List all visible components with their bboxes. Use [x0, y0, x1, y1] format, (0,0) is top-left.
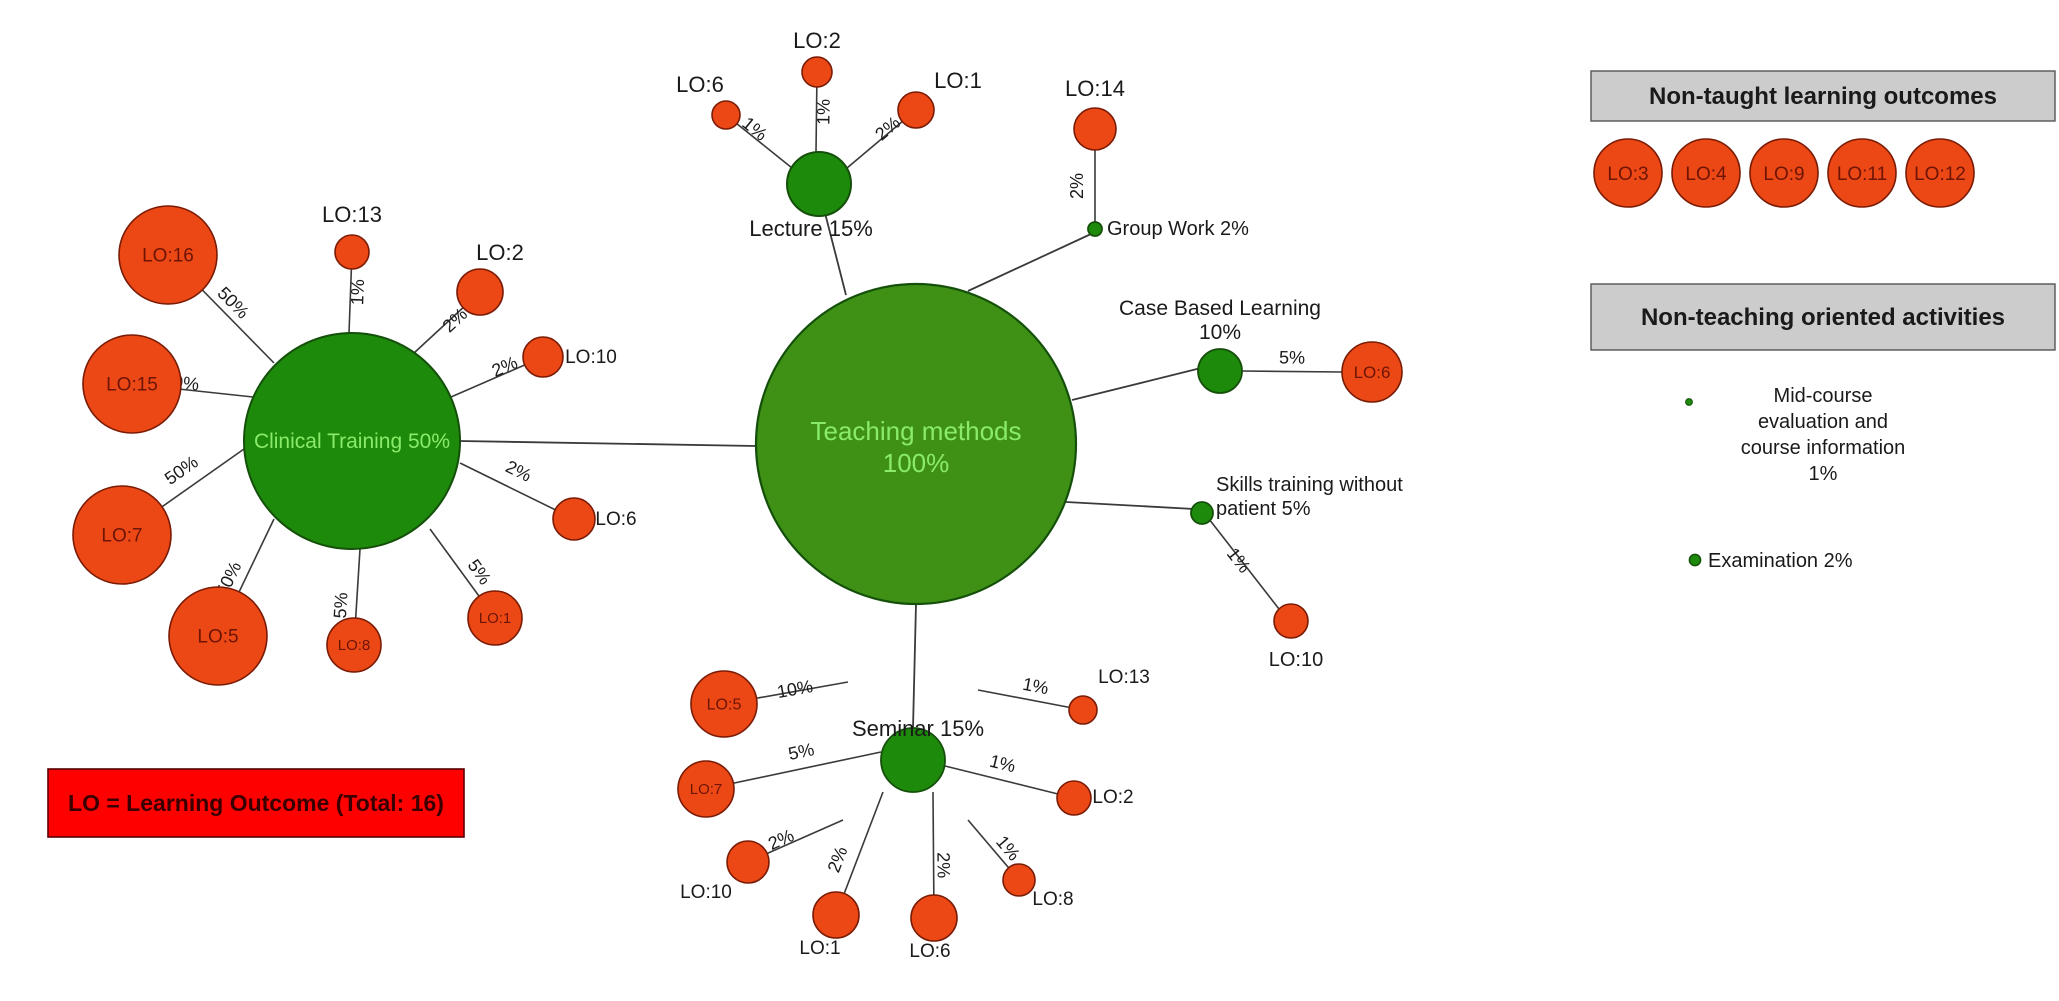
svg-text:Seminar 15%: Seminar 15% — [852, 716, 984, 741]
svg-text:Teaching methods: Teaching methods — [810, 416, 1021, 446]
svg-text:2%: 2% — [933, 852, 953, 878]
svg-text:LO:6: LO:6 — [595, 509, 636, 530]
svg-text:Skills training without: Skills training without — [1216, 474, 1403, 496]
svg-text:LO:2: LO:2 — [1092, 787, 1133, 808]
svg-text:LO:4: LO:4 — [1685, 164, 1727, 185]
svg-text:LO:10: LO:10 — [565, 347, 617, 368]
svg-text:course information: course information — [1741, 437, 1906, 459]
svg-text:LO:1: LO:1 — [479, 610, 512, 627]
svg-text:Case Based Learning: Case Based Learning — [1119, 297, 1321, 320]
svg-text:LO:5: LO:5 — [707, 697, 742, 714]
svg-text:patient 5%: patient 5% — [1216, 498, 1311, 520]
svg-text:LO:2: LO:2 — [476, 240, 524, 265]
svg-text:LO:1: LO:1 — [934, 68, 982, 93]
svg-text:LO:10: LO:10 — [680, 882, 732, 903]
svg-text:LO:16: LO:16 — [142, 246, 194, 267]
svg-text:Non-teaching oriented activiti: Non-teaching oriented activities — [1641, 304, 2005, 331]
svg-text:evaluation and: evaluation and — [1758, 411, 1888, 433]
svg-text:1%: 1% — [813, 99, 833, 125]
svg-text:LO:13: LO:13 — [322, 202, 382, 227]
svg-text:Lecture 15%: Lecture 15% — [749, 216, 873, 241]
svg-text:LO:6: LO:6 — [909, 941, 950, 962]
svg-text:LO = Learning Outcome (Total:: LO = Learning Outcome (Total: 16) — [68, 790, 444, 816]
svg-text:Examination 2%: Examination 2% — [1708, 550, 1853, 572]
svg-text:Mid-course: Mid-course — [1774, 385, 1873, 407]
svg-text:2%: 2% — [1067, 173, 1087, 199]
svg-text:LO:8: LO:8 — [1032, 889, 1073, 910]
svg-text:LO:13: LO:13 — [1098, 667, 1150, 688]
svg-text:LO:6: LO:6 — [1354, 363, 1391, 382]
svg-text:100%: 100% — [883, 448, 950, 478]
svg-text:LO:1: LO:1 — [799, 938, 840, 959]
svg-text:LO:5: LO:5 — [197, 627, 238, 648]
svg-text:5%: 5% — [1279, 347, 1305, 367]
svg-text:Group Work 2%: Group Work 2% — [1107, 218, 1249, 240]
svg-text:LO:3: LO:3 — [1607, 164, 1648, 185]
svg-text:LO:9: LO:9 — [1763, 164, 1804, 185]
svg-text:LO:15: LO:15 — [106, 375, 158, 396]
svg-text:1%: 1% — [347, 279, 368, 306]
svg-text:10%: 10% — [1199, 321, 1241, 344]
svg-text:LO:7: LO:7 — [690, 781, 723, 798]
svg-text:1%: 1% — [1809, 463, 1838, 485]
svg-text:LO:8: LO:8 — [338, 637, 371, 654]
svg-text:Clinical Training 50%: Clinical Training 50% — [254, 430, 450, 453]
svg-text:LO:2: LO:2 — [793, 28, 841, 53]
svg-text:LO:10: LO:10 — [1269, 649, 1323, 671]
svg-text:LO:7: LO:7 — [101, 526, 142, 547]
svg-text:LO:14: LO:14 — [1065, 76, 1125, 101]
svg-text:LO:6: LO:6 — [676, 72, 724, 97]
svg-text:LO:11: LO:11 — [1837, 164, 1887, 185]
svg-text:LO:12: LO:12 — [1914, 164, 1966, 185]
svg-text:Non-taught learning outcomes: Non-taught learning outcomes — [1649, 83, 1997, 110]
svg-text:5%: 5% — [330, 592, 352, 619]
